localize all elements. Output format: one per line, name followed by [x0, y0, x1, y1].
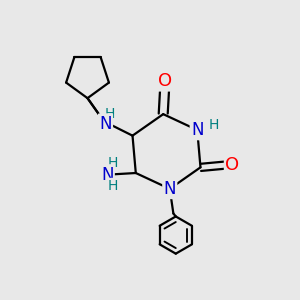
Text: N: N — [164, 180, 176, 198]
Text: H: H — [208, 118, 219, 132]
Text: O: O — [225, 156, 239, 174]
Text: H: H — [107, 179, 118, 193]
Text: N: N — [99, 115, 112, 133]
Text: H: H — [107, 156, 118, 170]
Text: O: O — [158, 72, 172, 90]
Text: N: N — [191, 121, 203, 139]
Text: N: N — [101, 166, 113, 184]
Text: H: H — [105, 107, 115, 121]
